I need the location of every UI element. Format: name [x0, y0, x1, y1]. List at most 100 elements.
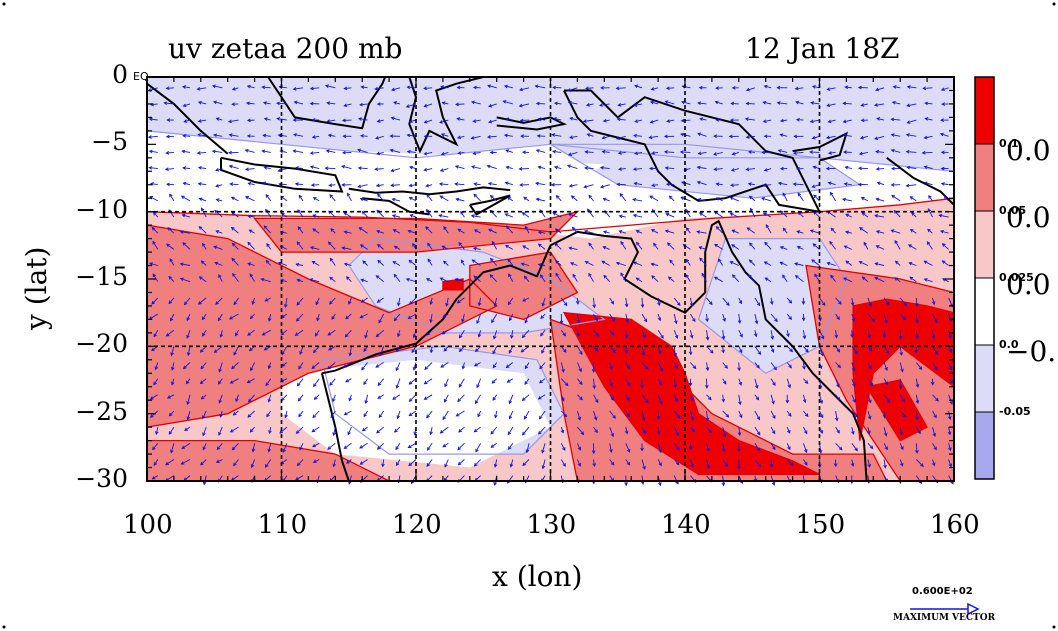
wind-vector [609, 378, 613, 387]
wind-vector [731, 151, 739, 156]
vector-key-magnitude: 0.600E+02 [912, 586, 973, 597]
wind-vector [200, 260, 207, 266]
wind-vector [657, 443, 662, 454]
colorbar-big-label: −0. [1006, 335, 1057, 368]
wind-vector [634, 84, 643, 89]
contour-line [253, 210, 580, 253]
wind-vector [392, 394, 401, 400]
wind-vector [601, 149, 610, 154]
wind-vector [940, 166, 949, 171]
wind-vector [875, 197, 885, 202]
wind-vector [633, 133, 643, 138]
wind-vector [475, 443, 481, 453]
wind-vector [541, 459, 546, 470]
wind-vector [522, 459, 530, 467]
wind-vector [456, 85, 465, 90]
wind-vector [633, 103, 643, 107]
wind-vector [641, 410, 646, 422]
wind-vector [298, 410, 304, 418]
wind-vector [932, 346, 939, 356]
wind-vector [874, 103, 885, 107]
wind-vector [764, 277, 772, 283]
wind-vector [408, 196, 417, 202]
wind-vector [649, 100, 659, 105]
wind-vector [267, 443, 272, 453]
wind-vector [487, 84, 497, 89]
wind-vector [330, 228, 336, 234]
wind-vector [754, 346, 762, 355]
wind-vector [359, 459, 368, 465]
wind-vector [777, 181, 788, 186]
wind-vector [786, 313, 792, 321]
wind-vector [341, 183, 352, 187]
wind-vector [359, 102, 368, 107]
wind-vector [377, 193, 385, 202]
wind-vector [537, 165, 546, 170]
wind-vector [457, 394, 465, 403]
wind-vector [699, 117, 707, 121]
y-tick-label: 0 [112, 60, 128, 89]
y-tick-label: −25 [75, 396, 128, 426]
wind-vector [389, 148, 401, 153]
wind-vector [586, 133, 594, 137]
wind-vector [593, 329, 600, 337]
wind-vector [231, 257, 239, 266]
wind-vector [408, 459, 417, 467]
wind-vector [295, 426, 304, 434]
wind-vector [186, 330, 191, 339]
wind-vector [891, 194, 901, 202]
wind-vector [845, 260, 853, 266]
wind-vector [745, 101, 755, 106]
wind-vector [357, 166, 368, 170]
wind-vector [455, 197, 465, 202]
wind-vector [842, 119, 852, 124]
wind-vector [941, 243, 949, 250]
wind-vector [309, 165, 320, 170]
wind-vector [875, 87, 885, 92]
wind-vector [405, 103, 417, 108]
wind-vector [576, 362, 582, 373]
wind-vector [706, 345, 714, 354]
wind-vector [200, 394, 207, 400]
wind-vector [476, 378, 482, 389]
wind-vector [940, 150, 949, 155]
wind-vector [649, 195, 659, 202]
wind-vector [890, 183, 901, 187]
wind-vector [795, 117, 804, 122]
wind-vector [505, 225, 514, 234]
wind-vector [296, 459, 304, 467]
wind-vector [722, 459, 728, 467]
wind-vector [455, 102, 465, 107]
wind-vector [640, 378, 644, 389]
wind-vector [843, 277, 852, 283]
wind-vector [265, 378, 272, 387]
coastline [496, 116, 568, 131]
wind-vector [795, 100, 804, 105]
wind-vector [211, 149, 223, 154]
wind-vector [426, 443, 433, 451]
wind-vector [521, 394, 530, 402]
wind-vector [803, 346, 809, 353]
wind-vector [180, 459, 191, 465]
wind-vector [489, 274, 498, 283]
wind-vector [215, 167, 223, 172]
wind-vector [343, 410, 352, 416]
wind-vector [851, 346, 859, 355]
wind-vector [843, 150, 852, 154]
wind-vector [332, 427, 336, 437]
wind-vector [833, 459, 838, 468]
wind-vector [505, 149, 513, 153]
wind-vector [492, 330, 498, 340]
wind-vector [309, 151, 320, 155]
colorbar-swatch [974, 76, 995, 145]
wind-vector [507, 443, 514, 450]
wind-vector [591, 362, 596, 373]
wind-vector [802, 394, 807, 404]
wind-vector [538, 410, 546, 420]
wind-vector [393, 313, 401, 322]
wind-vector [489, 150, 497, 155]
wind-vector [182, 242, 191, 250]
wind-vector [374, 167, 384, 171]
wind-vector [537, 243, 546, 250]
wind-vector [569, 116, 578, 121]
